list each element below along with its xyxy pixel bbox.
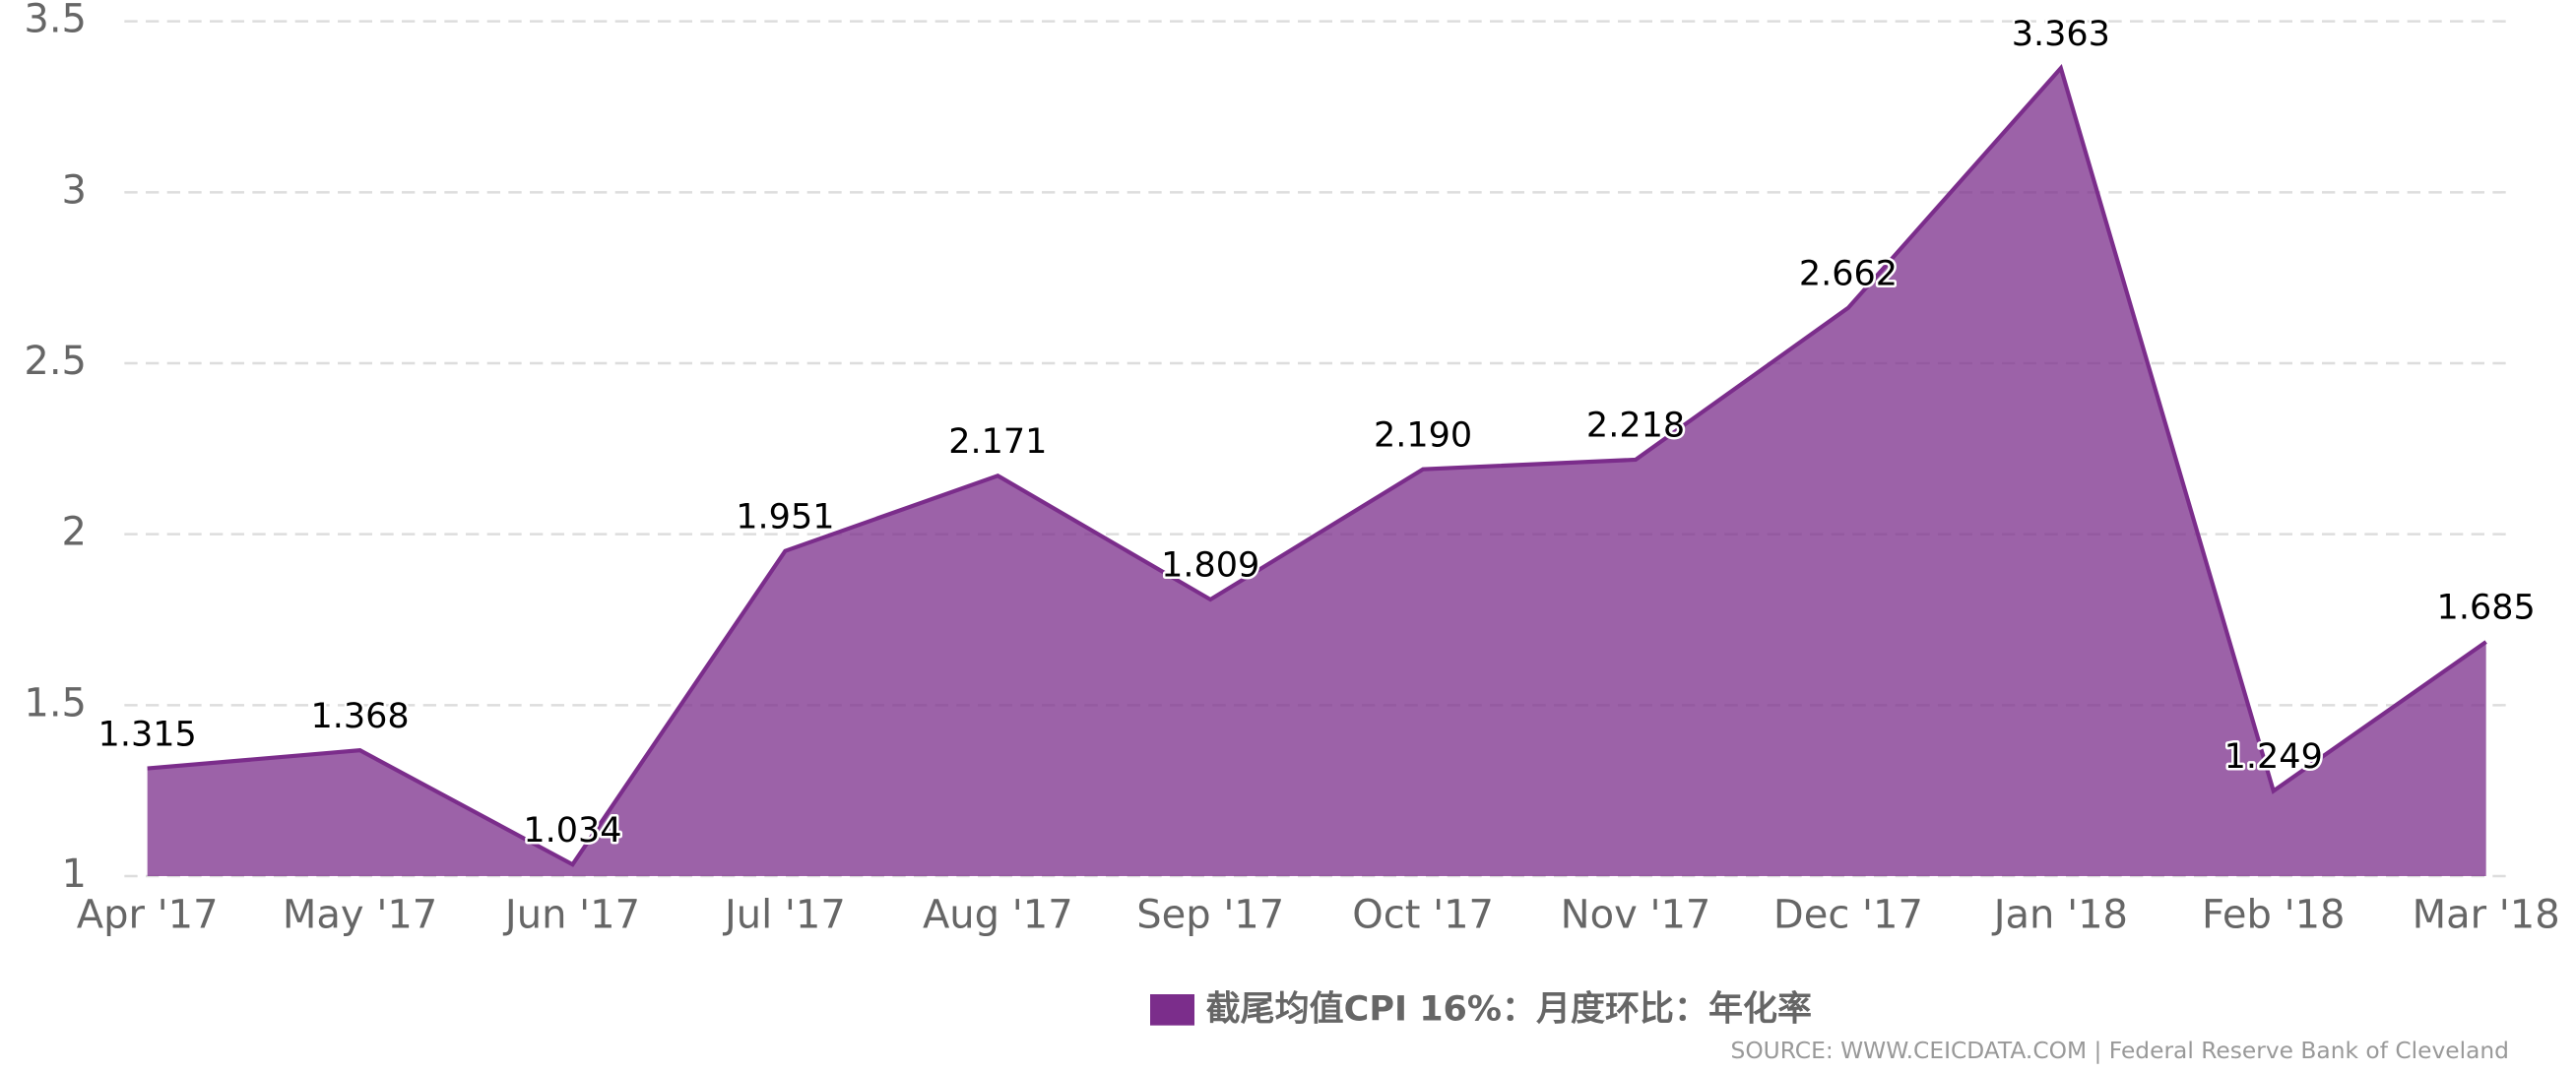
value-label: 1.315	[98, 715, 197, 754]
y-tick-label: 3.5	[24, 0, 87, 42]
y-tick-label: 2.5	[24, 339, 87, 384]
y-tick-label: 2	[62, 510, 87, 555]
y-tick-label: 1.5	[24, 680, 87, 726]
value-label: 1.368	[310, 697, 409, 736]
value-label: 1.249	[2224, 737, 2323, 777]
value-label: 2.662	[1799, 254, 1898, 293]
x-tick-label: Jul '17	[722, 893, 846, 938]
x-tick-label: Aug '17	[923, 893, 1073, 938]
value-label: 2.218	[1586, 407, 1685, 446]
x-tick-label: Sep '17	[1136, 893, 1284, 938]
x-tick-label: Feb '18	[2202, 893, 2345, 938]
value-label: 3.363	[2012, 15, 2110, 54]
value-label: 1.951	[736, 497, 834, 536]
x-tick-label: Dec '17	[1773, 893, 1923, 938]
y-tick-label: 3	[62, 167, 87, 213]
legend-swatch	[1150, 994, 1194, 1026]
area	[147, 68, 2486, 876]
value-label: 1.685	[2437, 589, 2536, 628]
value-label: 2.190	[1374, 415, 1472, 455]
x-tick-label: Oct '17	[1352, 893, 1494, 938]
line	[147, 64, 2487, 867]
x-tick-label: Jun '17	[502, 893, 640, 938]
x-tick-label: Mar '18	[2413, 893, 2560, 938]
y-tick-label: 1	[62, 852, 87, 897]
x-tick-label: Apr '17	[77, 893, 219, 938]
value-label: 2.171	[948, 422, 1047, 462]
x-tick-label: May '17	[283, 893, 437, 938]
source: SOURCE: WWW.CEICDATA.COM | Federal Reser…	[1731, 1037, 2509, 1064]
x-tick-label: Jan '18	[1991, 893, 2128, 938]
legend-label: 截尾均值CPI 16%：月度环比：年化率	[1206, 990, 1812, 1030]
value-label: 1.809	[1161, 546, 1259, 586]
x-tick-label: Nov '17	[1561, 893, 1711, 938]
value-label: 1.034	[523, 811, 621, 851]
